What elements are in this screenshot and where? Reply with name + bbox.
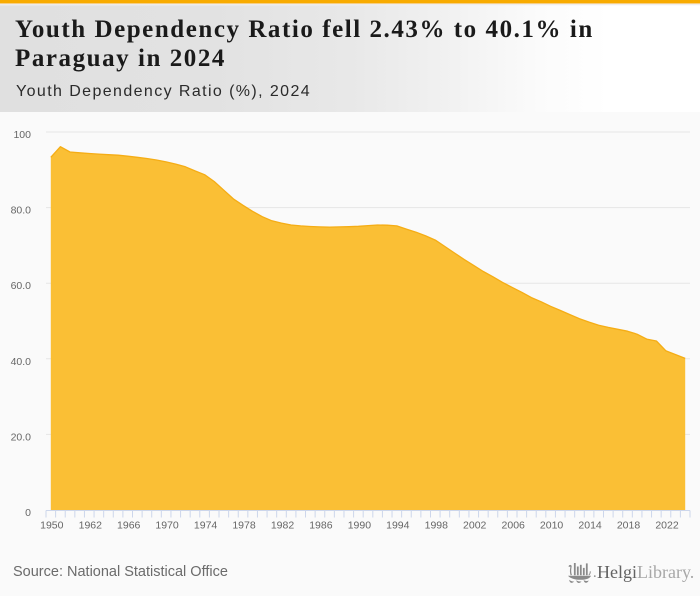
svg-text:1978: 1978 bbox=[232, 520, 256, 532]
svg-text:2022: 2022 bbox=[655, 520, 679, 532]
svg-text:2002: 2002 bbox=[463, 520, 487, 532]
svg-text:2010: 2010 bbox=[540, 520, 564, 532]
svg-text:40.0: 40.0 bbox=[11, 356, 32, 368]
svg-text:2006: 2006 bbox=[502, 520, 526, 532]
svg-text:60.0: 60.0 bbox=[11, 280, 32, 292]
svg-text:1994: 1994 bbox=[386, 520, 410, 532]
svg-text:1982: 1982 bbox=[271, 520, 295, 532]
svg-text:1974: 1974 bbox=[194, 520, 218, 532]
svg-text:1966: 1966 bbox=[117, 520, 141, 532]
svg-text:1950: 1950 bbox=[40, 520, 64, 532]
svg-text:1998: 1998 bbox=[425, 520, 449, 532]
svg-text:20.0: 20.0 bbox=[11, 431, 32, 443]
svg-text:1962: 1962 bbox=[79, 520, 103, 532]
svg-text:1970: 1970 bbox=[155, 520, 179, 532]
svg-text:80.0: 80.0 bbox=[11, 205, 32, 217]
svg-text:0: 0 bbox=[25, 507, 31, 519]
svg-text:1990: 1990 bbox=[348, 520, 372, 532]
svg-text:2014: 2014 bbox=[578, 520, 602, 532]
svg-text:2018: 2018 bbox=[617, 520, 641, 532]
svg-text:100: 100 bbox=[13, 129, 31, 141]
svg-text:1986: 1986 bbox=[309, 520, 333, 532]
